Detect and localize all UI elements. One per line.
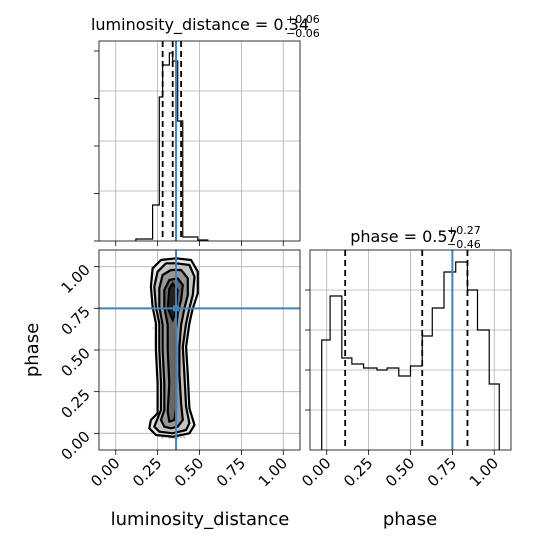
x-tick-label: 0.00: [87, 454, 123, 490]
luminosity-distance-title-minus: −0.06: [286, 27, 320, 40]
y-tick-label: 0.75: [57, 302, 93, 338]
phase-title-minus: −0.46: [447, 238, 481, 251]
x-tick-label: 0.25: [129, 454, 165, 490]
x-tick-label: 0.50: [171, 454, 207, 490]
sample-point: [179, 436, 182, 439]
y-axis-label-phase: phase: [22, 323, 43, 377]
sample-point: [183, 436, 187, 439]
y-tick-label: 1.00: [57, 261, 93, 297]
x-tick-label: 1.00: [466, 454, 502, 490]
truth-marker: [173, 305, 180, 312]
x-tick-label: 0.25: [340, 454, 376, 490]
sample-point: [176, 437, 179, 440]
x-axis-label-phase: phase: [383, 509, 437, 530]
phase-title-plus: +0.27: [447, 224, 481, 237]
panel-2d-posterior: 0.000.000.250.250.500.500.750.751.001.00…: [22, 249, 301, 530]
phase-title: phase = 0.57: [350, 227, 457, 246]
sample-point: [161, 436, 164, 439]
y-tick-label: 0.25: [57, 386, 93, 422]
panel-luminosity-distance-marginal: luminosity_distance = 0.34 +0.06 −0.06: [91, 13, 320, 246]
x-tick-label: 1.00: [255, 454, 291, 490]
x-tick-label: 0.75: [424, 454, 460, 490]
sample-point: [161, 436, 164, 439]
luminosity-distance-title: luminosity_distance = 0.34: [91, 15, 309, 35]
histogram-step: [321, 261, 500, 450]
x-tick-label: 0.00: [298, 454, 334, 490]
sample-point: [151, 326, 154, 330]
sample-point: [162, 436, 165, 440]
y-tick-label: 0.00: [57, 427, 93, 463]
sample-point: [183, 436, 186, 439]
histogram-step: [135, 52, 209, 241]
x-axis-label-luminosity-distance: luminosity_distance: [111, 509, 290, 530]
luminosity-distance-title-plus: +0.06: [286, 13, 320, 26]
sample-point: [180, 435, 183, 439]
panel-phase-marginal: 0.00 0.25 0.50 0.75 1.00 phase = 0.57 +0.27 …: [298, 224, 512, 530]
y-tick-label: 0.50: [57, 344, 93, 380]
x-tick-label: 0.75: [213, 454, 249, 490]
x-tick-label: 0.50: [382, 454, 418, 490]
